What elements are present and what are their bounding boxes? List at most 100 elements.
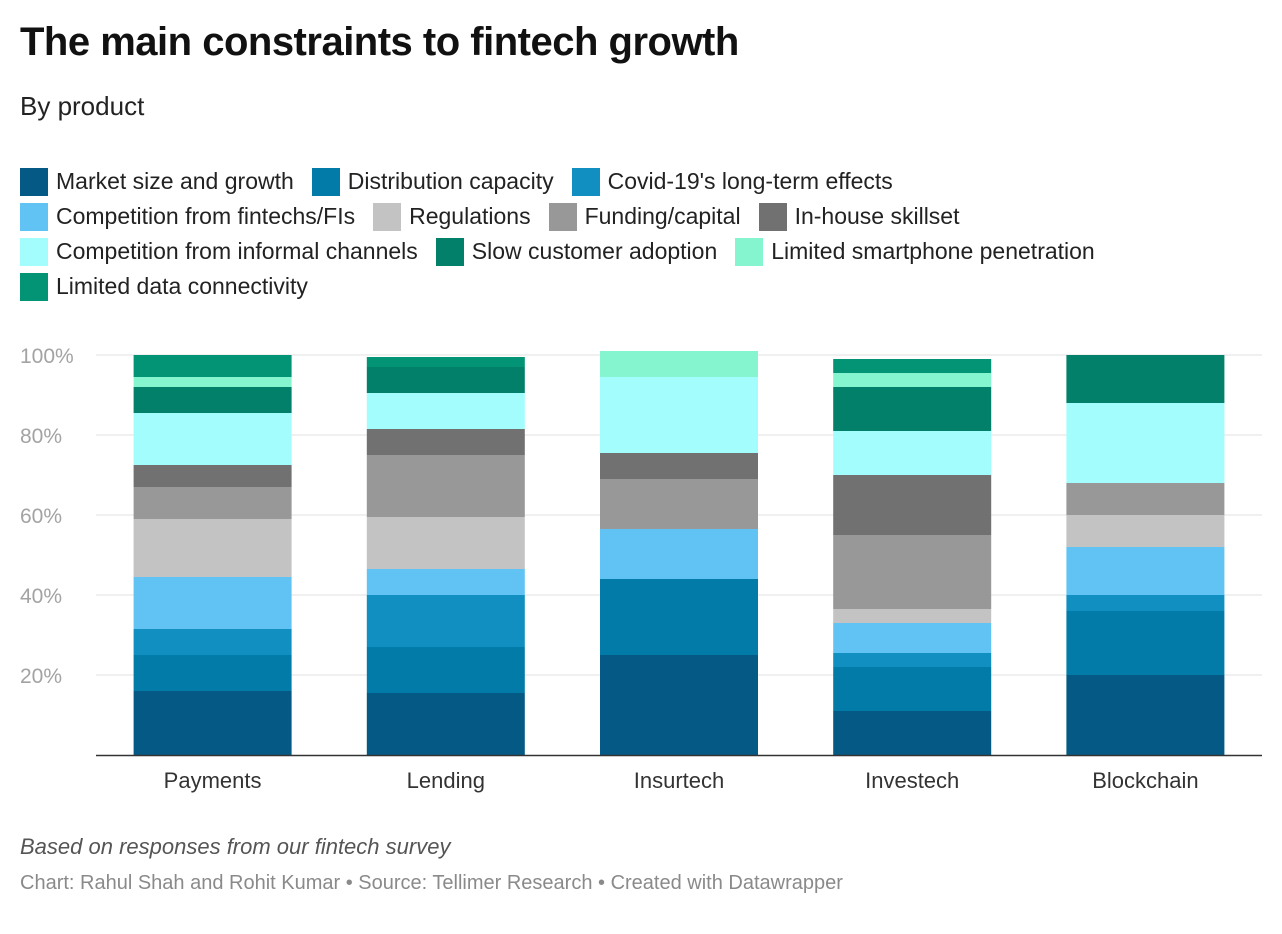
legend-swatch <box>735 237 764 266</box>
y-tick-label: 100% <box>20 345 74 368</box>
legend-swatch <box>571 167 600 196</box>
chart-credits: Chart: Rahul Shah and Rohit Kumar • Sour… <box>20 872 843 894</box>
bar-segment <box>833 667 992 711</box>
bar-segment <box>133 519 292 577</box>
bar-segment <box>600 453 758 479</box>
legend-item: Covid-19's long-term effects <box>571 167 893 196</box>
bar-segment <box>833 373 992 387</box>
bar-segment <box>600 579 758 655</box>
bar-segment <box>366 693 525 755</box>
chart-footnote: Based on responses from our fintech surv… <box>20 834 451 859</box>
legend-item: Funding/capital <box>548 202 741 231</box>
legend-label: Market size and growth <box>56 168 294 194</box>
y-tick-label: 60% <box>20 505 62 528</box>
bar-segment <box>600 377 758 453</box>
y-tick-label: 80% <box>20 425 62 448</box>
legend-swatch <box>435 237 464 266</box>
bar-segment <box>133 487 292 519</box>
legend-row: Competition from fintechs/FIs Regulations… <box>20 199 1270 234</box>
bar-segment <box>366 367 525 393</box>
legend-swatch <box>311 167 340 196</box>
bar-segment <box>366 429 525 455</box>
legend-item: Market size and growth <box>20 167 294 196</box>
bar-segment <box>833 475 992 535</box>
chart-subtitle: By product <box>20 91 145 121</box>
legend-item: Limited smartphone penetration <box>735 237 1095 266</box>
legend-label: Covid-19's long-term effects <box>607 168 893 194</box>
bar-segment <box>1066 611 1225 675</box>
legend-row: Limited data connectivity <box>20 269 1270 304</box>
bar-segment <box>366 569 525 595</box>
legend-label: Limited data connectivity <box>56 273 308 299</box>
y-tick-label: 20% <box>20 665 62 688</box>
bar-segment <box>1066 547 1225 595</box>
chart-title: The main constraints to fintech growth <box>20 20 739 64</box>
legend-label: Funding/capital <box>584 203 741 229</box>
bar-segment <box>600 655 758 755</box>
legend-item: Competition from fintechs/FIs <box>20 202 356 231</box>
bar-segment <box>1066 355 1225 403</box>
legend-label: Slow customer adoption <box>471 238 718 264</box>
legend-item: Limited data connectivity <box>20 272 308 301</box>
legend-label: Competition from fintechs/FIs <box>56 203 356 229</box>
legend-row: Market size and growth Distribution capac… <box>20 164 1270 199</box>
bar-segment <box>833 653 992 667</box>
x-category-label: Payments <box>164 768 262 793</box>
legend-swatch <box>20 237 48 266</box>
bar-segment <box>366 647 525 693</box>
legend-label: Regulations <box>409 203 531 229</box>
bar-segment <box>1066 595 1225 611</box>
bar-segment <box>833 711 992 755</box>
y-tick-label: 40% <box>20 585 62 608</box>
bar-segment <box>833 609 992 623</box>
bar-segment <box>133 577 292 629</box>
bar-segment <box>366 393 525 429</box>
bar-segment <box>833 431 992 475</box>
legend-item: Slow customer adoption <box>435 237 718 266</box>
bar-segment <box>833 387 992 431</box>
legend-swatch <box>20 202 48 231</box>
x-category-label: Blockchain <box>1092 768 1198 793</box>
legend-label: In-house skillset <box>794 203 960 229</box>
bar-segment <box>600 529 758 579</box>
legend-swatch <box>20 167 48 196</box>
bar-segment <box>133 355 292 377</box>
legend-swatch <box>758 202 787 231</box>
bar-segment <box>133 691 292 755</box>
legend-swatch <box>20 272 48 301</box>
legend-item: Competition from informal channels <box>20 237 418 266</box>
bar-segment <box>366 595 525 647</box>
bar-segment <box>133 655 292 691</box>
chart-legend: Market size and growth Distribution capac… <box>20 164 1270 304</box>
bar-segment <box>833 535 992 609</box>
bar-segment <box>1066 403 1225 483</box>
bar-segment <box>600 479 758 529</box>
bar-segment <box>366 357 525 367</box>
bar-segment <box>1066 675 1225 755</box>
bar-segment <box>133 629 292 655</box>
bar-segment <box>366 517 525 569</box>
bar-segment <box>133 413 292 465</box>
bar-segment <box>600 351 758 377</box>
bar-segment <box>1066 483 1225 515</box>
legend-item: Regulations <box>373 202 531 231</box>
legend-row: Competition from informal channels Slow c… <box>20 234 1270 269</box>
bar-segment <box>133 465 292 487</box>
x-category-label: Lending <box>407 768 485 793</box>
stacked-bar-chart: 20% 40% 60% 80% 100% Payments Lending Insurtech… <box>20 345 1262 793</box>
legend-label: Limited smartphone penetration <box>771 238 1095 264</box>
legend-label: Distribution capacity <box>347 168 554 194</box>
bar-segment <box>133 387 292 413</box>
x-category-label: Investech <box>865 768 959 793</box>
legend-item: In-house skillset <box>758 202 960 231</box>
legend-swatch <box>548 202 577 231</box>
legend-item: Distribution capacity <box>311 167 554 196</box>
bar-segment <box>1066 515 1225 547</box>
x-category-label: Insurtech <box>634 768 725 793</box>
bar-segment <box>133 377 292 387</box>
legend-swatch <box>373 202 402 231</box>
bar-segment <box>366 455 525 517</box>
bar-segment <box>833 359 992 373</box>
legend-label: Competition from informal channels <box>56 238 418 264</box>
bar-segment <box>833 623 992 653</box>
